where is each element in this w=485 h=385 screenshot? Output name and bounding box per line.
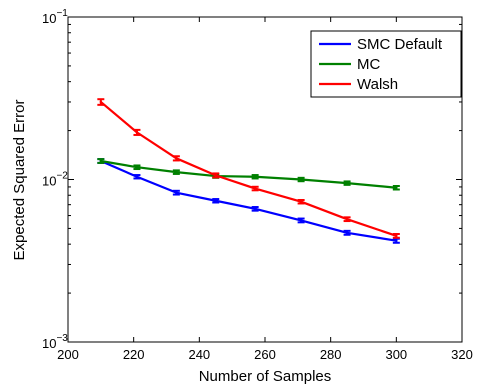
x-tick-label: 320 [451, 347, 473, 362]
axis-ticks [67, 16, 463, 343]
data-point [135, 131, 139, 134]
x-tick-label: 200 [57, 347, 79, 362]
x-tick-label: 260 [254, 347, 276, 362]
data-point [395, 239, 398, 242]
data-point [395, 186, 398, 189]
series-mc [97, 158, 400, 191]
data-point [299, 178, 303, 181]
x-tick-label: 220 [123, 347, 145, 362]
tick-labels: 200 220 240 260 280 300 320 10−3 10−2 10−1 [42, 8, 473, 362]
data-point [253, 175, 257, 178]
x-tick-label: 240 [188, 347, 210, 362]
series-walsh [97, 98, 400, 239]
y-tick-label: 10−2 [42, 171, 68, 189]
legend-label: Walsh [357, 76, 398, 93]
data-point [214, 174, 217, 177]
series-line-walsh [100, 101, 397, 237]
data-point [345, 231, 349, 234]
y-tick-label: 10−1 [42, 8, 68, 26]
y-axis-label: Expected Squared Error [11, 100, 28, 261]
data-point [299, 219, 303, 222]
data-point [175, 157, 178, 160]
data-point [99, 100, 103, 104]
data-point [345, 217, 349, 221]
series-layer [97, 98, 400, 244]
series-line-smc-default [100, 159, 397, 242]
data-point [175, 191, 178, 194]
series-line-mc [100, 159, 397, 189]
legend-entry: SMC Default [319, 36, 443, 53]
x-tick-label: 300 [385, 347, 407, 362]
x-axis-label: Number of Samples [199, 368, 332, 385]
data-point [135, 166, 139, 169]
legend-entry: Walsh [319, 76, 398, 93]
data-point [395, 234, 398, 238]
data-point [175, 170, 178, 174]
y-tick-label: 10−3 [42, 333, 68, 351]
legend-label: SMC Default [357, 36, 443, 53]
legend-entry: MC [319, 56, 380, 73]
data-point [214, 199, 217, 202]
x-tick-label: 280 [320, 347, 342, 362]
data-point [299, 200, 303, 203]
legend-label: MC [357, 56, 380, 73]
data-point [345, 181, 349, 185]
data-point [99, 159, 103, 163]
data-point [253, 187, 257, 190]
data-point [135, 175, 139, 178]
legend: SMC Default MC Walsh [310, 30, 462, 98]
data-point [253, 207, 257, 211]
